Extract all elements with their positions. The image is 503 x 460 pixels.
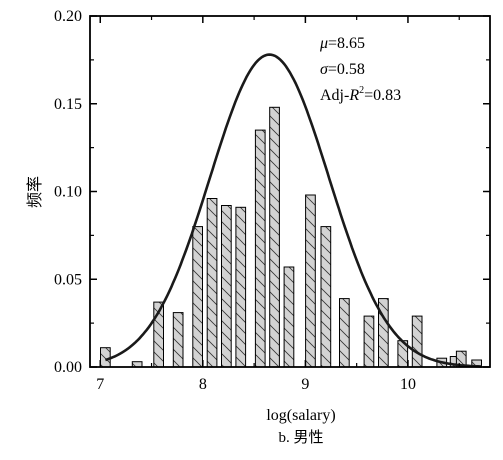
chart-subtitle: b. 男性 [278, 429, 323, 446]
x-axis-label: log(salary) [266, 407, 335, 424]
y-tick-label-3: 0.15 [54, 96, 82, 113]
x-tick-label-2: 9 [301, 376, 309, 393]
x-tick-label-3: 10 [400, 376, 416, 393]
histogram-bar-5 [206, 198, 218, 368]
y-tick-label-1: 0.05 [54, 271, 82, 288]
histogram-bar-10 [283, 266, 295, 368]
annotation-adj-r2: Adj-R2=0.83 [320, 85, 401, 104]
y-tick-label-2: 0.10 [54, 184, 82, 201]
histogram-bar-7 [235, 206, 247, 368]
histogram-bar-9 [269, 106, 280, 368]
x-tick-label-0: 7 [96, 376, 104, 393]
normal-fit-curve [105, 53, 482, 368]
histogram-bar-13 [339, 298, 350, 368]
histogram-bar-6 [221, 205, 232, 368]
y-axis-label: 频率 [26, 176, 44, 208]
axis-ticks [90, 15, 490, 368]
histogram-bar-12 [320, 226, 332, 368]
histogram-bar-4 [192, 226, 204, 368]
histogram-bar-17 [411, 315, 423, 368]
stats-annotation: μ=8.65 σ=0.58 Adj-R2=0.83 [319, 35, 401, 104]
histogram-bar-3 [172, 312, 184, 368]
y-tick-label-0: 0.00 [54, 359, 82, 376]
annotation-mu: μ=8.65 [319, 35, 365, 52]
annotation-sigma: σ=0.58 [320, 61, 365, 78]
histogram-bar-0 [100, 347, 111, 368]
axis-tick-labels: 7 8 9 10 0.00 0.05 0.10 0.15 0.20 [54, 8, 416, 393]
histogram-bar-14 [363, 315, 375, 368]
x-tick-label-1: 8 [199, 376, 207, 393]
histogram-bar-8 [254, 129, 266, 368]
bars-layer [100, 106, 482, 368]
histogram-bar-11 [305, 194, 316, 368]
y-tick-label-4: 0.20 [54, 8, 82, 25]
